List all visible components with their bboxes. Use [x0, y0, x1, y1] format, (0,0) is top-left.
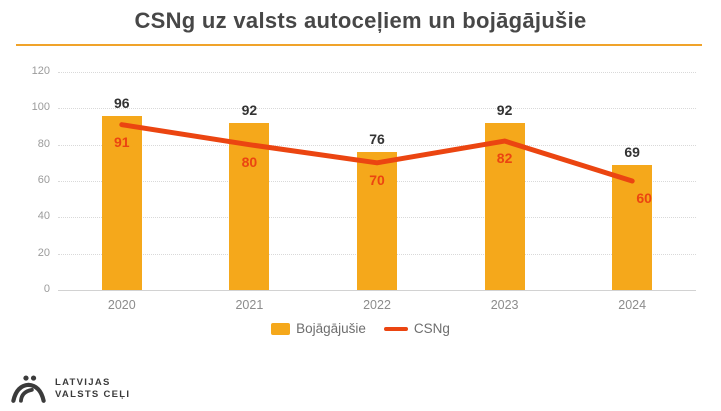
bar-value-label-2020: 96	[114, 94, 130, 111]
logo-line-2: VALSTS CEĻI	[55, 389, 131, 400]
bar-value-label-2022: 76	[369, 130, 385, 147]
bar-value-label-2024: 69	[624, 143, 640, 160]
y-axis-tick-100: 100	[31, 101, 50, 114]
gridline-120	[58, 72, 696, 73]
logo-line-1: LATVIJAS	[55, 376, 111, 388]
line-value-label-2020: 91	[114, 133, 130, 150]
logo-text: LATVIJAS VALSTS CEĻI	[55, 377, 130, 402]
x-axis-tick-2021: 2021	[235, 298, 264, 312]
road-bridge-icon	[11, 375, 46, 403]
line-value-label-2022: 70	[369, 171, 385, 188]
latvijas-valsts-celi-logo: LATVIJAS VALSTS CEĻI	[10, 373, 130, 405]
line-swatch-icon	[383, 326, 408, 331]
chart-legend: Bojāgājušie CSNg	[0, 321, 721, 336]
legend-item-csng: CSNg	[383, 321, 450, 336]
y-axis-tick-60: 60	[37, 174, 50, 186]
x-axis-tick-2024: 2024	[618, 298, 647, 312]
x-axis-tick-2022: 2022	[363, 298, 391, 312]
line-value-label-2024: 60	[636, 190, 652, 206]
bar-value-label-2021: 92	[241, 101, 258, 118]
bar-2021	[229, 122, 270, 290]
bar-swatch-icon	[271, 322, 291, 335]
bar-2024	[612, 164, 653, 290]
title-underline	[16, 44, 702, 46]
line-value-label-2023: 82	[496, 150, 513, 167]
y-axis-tick-0: 0	[43, 283, 50, 295]
y-axis-tick-120: 120	[31, 65, 50, 77]
bar-value-label-2023: 92	[496, 101, 513, 118]
line-value-label-2021: 80	[241, 153, 258, 170]
x-axis-tick-2023: 2023	[490, 298, 519, 312]
bar-2023	[484, 122, 525, 290]
x-axis-tick-2020: 2020	[107, 298, 136, 312]
legend-label: CSNg	[413, 321, 450, 336]
y-axis-tick-80: 80	[37, 137, 50, 150]
legend-label: Bojāgājušie	[296, 321, 366, 336]
gridline-0	[58, 290, 696, 291]
legend-item-bojagajusie: Bojāgājušie	[271, 321, 366, 336]
y-axis-tick-20: 20	[37, 246, 50, 259]
page-title: CSNg uz valsts autoceļiem un bojāgājušie	[134, 8, 587, 33]
gridline-100	[58, 108, 696, 110]
y-axis-tick-40: 40	[37, 210, 50, 223]
